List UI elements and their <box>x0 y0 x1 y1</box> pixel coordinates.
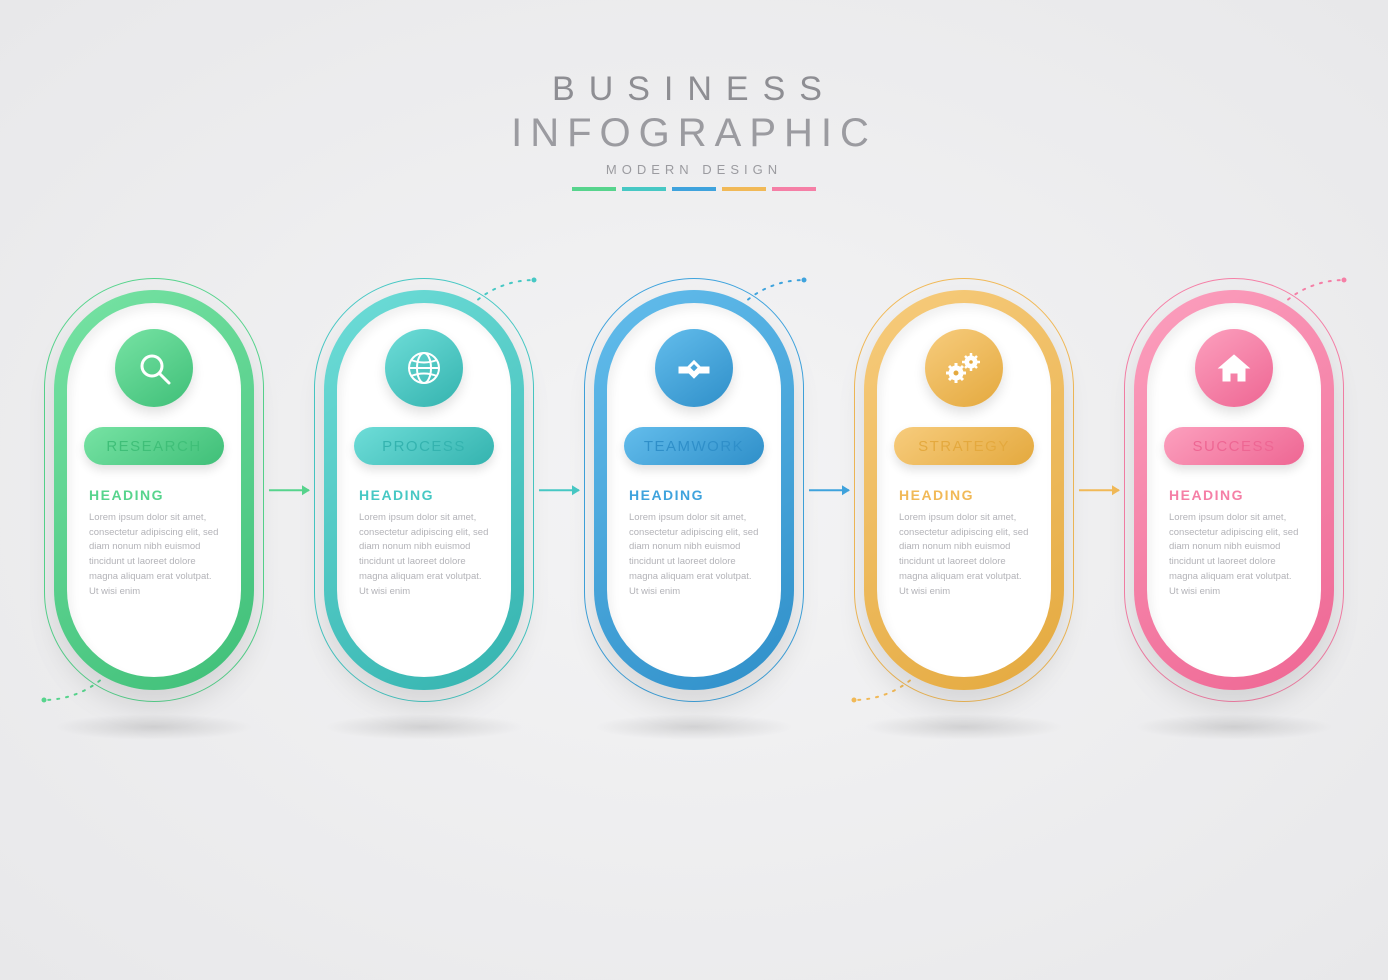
connector-arrow <box>269 489 309 491</box>
card-body: Lorem ipsum dolor sit amet, consectetur … <box>1169 511 1299 599</box>
card-heading: HEADING <box>1169 487 1244 503</box>
title-line2: INFOGRAPHIC <box>0 111 1388 156</box>
accent-bar <box>672 187 716 191</box>
title-line3: MODERN DESIGN <box>0 162 1388 177</box>
cards-row: RESEARCH HEADING Lorem ipsum dolor sit a… <box>54 290 1334 690</box>
card-label: TEAMWORK <box>624 427 764 465</box>
globe-icon <box>385 329 463 407</box>
accent-bar <box>722 187 766 191</box>
card-body: Lorem ipsum dolor sit amet, consectetur … <box>359 511 489 599</box>
card-research: RESEARCH HEADING Lorem ipsum dolor sit a… <box>54 290 254 690</box>
card-strategy: STRATEGY HEADING Lorem ipsum dolor sit a… <box>864 290 1064 690</box>
card-success: SUCCESS HEADING Lorem ipsum dolor sit am… <box>1134 290 1334 690</box>
card-inner: RESEARCH HEADING Lorem ipsum dolor sit a… <box>67 303 241 677</box>
card-body: Lorem ipsum dolor sit amet, consectetur … <box>629 511 759 599</box>
connector-arrow <box>809 489 849 491</box>
accent-bar <box>772 187 816 191</box>
card-body: Lorem ipsum dolor sit amet, consectetur … <box>89 511 219 599</box>
floor-shadow <box>324 714 524 740</box>
card-inner: TEAMWORK HEADING Lorem ipsum dolor sit a… <box>607 303 781 677</box>
accent-bars <box>0 187 1388 191</box>
search-icon <box>115 329 193 407</box>
card-inner: PROCESS HEADING Lorem ipsum dolor sit am… <box>337 303 511 677</box>
gears-icon <box>925 329 1003 407</box>
card-heading: HEADING <box>899 487 974 503</box>
floor-shadow <box>1134 714 1334 740</box>
card-inner: SUCCESS HEADING Lorem ipsum dolor sit am… <box>1147 303 1321 677</box>
card-heading: HEADING <box>359 487 434 503</box>
floor-shadow <box>864 714 1064 740</box>
card-label: PROCESS <box>354 427 494 465</box>
page-header: BUSINESS INFOGRAPHIC MODERN DESIGN <box>0 70 1388 191</box>
floor-shadow <box>54 714 254 740</box>
home-icon <box>1195 329 1273 407</box>
accent-bar <box>572 187 616 191</box>
connector-arrow <box>1079 489 1119 491</box>
card-label: STRATEGY <box>894 427 1034 465</box>
card-heading: HEADING <box>89 487 164 503</box>
accent-bar <box>622 187 666 191</box>
card-process: PROCESS HEADING Lorem ipsum dolor sit am… <box>324 290 524 690</box>
card-teamwork: TEAMWORK HEADING Lorem ipsum dolor sit a… <box>594 290 794 690</box>
card-heading: HEADING <box>629 487 704 503</box>
title-line1: BUSINESS <box>0 70 1388 109</box>
handshake-icon <box>655 329 733 407</box>
card-inner: STRATEGY HEADING Lorem ipsum dolor sit a… <box>877 303 1051 677</box>
card-label: RESEARCH <box>84 427 224 465</box>
floor-shadow <box>594 714 794 740</box>
connector-arrow <box>539 489 579 491</box>
card-body: Lorem ipsum dolor sit amet, consectetur … <box>899 511 1029 599</box>
card-label: SUCCESS <box>1164 427 1304 465</box>
